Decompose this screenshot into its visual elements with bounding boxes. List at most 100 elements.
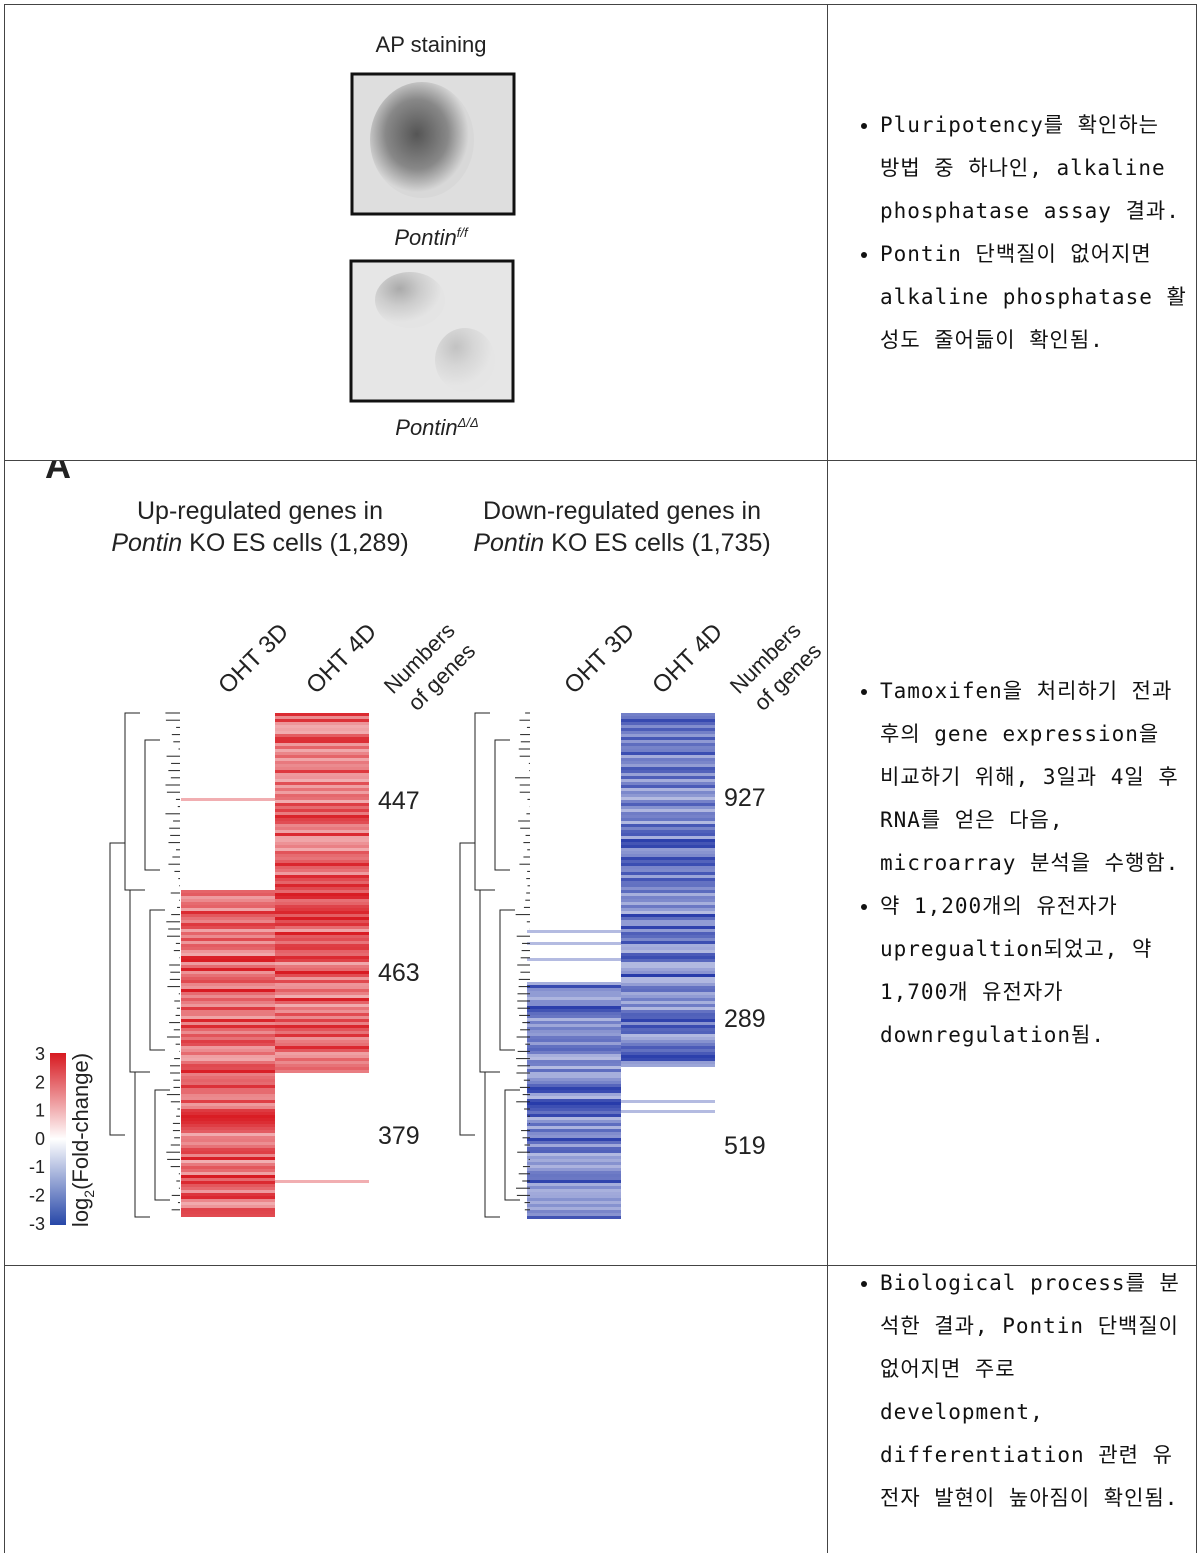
heatmap-stripe (275, 815, 369, 818)
heatmap-stripe (181, 1121, 275, 1124)
dendrogram (130, 890, 145, 1072)
heatmap-stripe (621, 1037, 715, 1040)
heatmap-stripe (275, 929, 369, 932)
colorbar-tick: 0 (35, 1129, 45, 1149)
heatmap-stripe (181, 1070, 275, 1073)
heatmap-stripe (527, 1186, 621, 1189)
heatmap-stripe (621, 767, 715, 770)
heatmap-stripe (275, 968, 369, 971)
heatmap-stripe (181, 1178, 275, 1181)
heatmap-stripe (527, 1138, 621, 1141)
heatmap-stripe (527, 1096, 621, 1099)
heatmap-stripe (181, 1124, 275, 1127)
heatmap-stripe (181, 923, 275, 926)
heatmap-stripe (527, 1213, 621, 1216)
heatmap-stripe (275, 947, 369, 950)
heatmap-stripe (181, 950, 275, 953)
heatmap-stripe (621, 992, 715, 995)
heatmap-stripe (527, 1063, 621, 1066)
heatmap-stripe (527, 1003, 621, 1006)
heatmap-stripe (181, 1058, 275, 1061)
heatmap-stripe (621, 1064, 715, 1067)
heatmap-stripe (275, 1019, 369, 1022)
heatmap-stripe (181, 1001, 275, 1004)
heatmap-stripe (181, 1034, 275, 1037)
heatmap-stripe (621, 935, 715, 938)
heatmap-stripe (275, 983, 369, 986)
heatmap-stripe (181, 980, 275, 983)
heatmap-stripe (527, 1105, 621, 1108)
heatmap-stripe (621, 986, 715, 989)
label-text: (Fold-change) (68, 1053, 93, 1190)
heatmap-stripe (621, 1019, 715, 1022)
heatmap-stripe (275, 782, 369, 785)
column-label: OHT 3D (213, 618, 294, 699)
image-label: PontinΔ/Δ (395, 415, 478, 440)
heatmap-stripe (527, 1210, 621, 1213)
heatmap-stripe (181, 890, 275, 893)
heatmap-stripe (181, 962, 275, 965)
dendrogram (500, 910, 515, 1050)
heatmap-stripe (621, 902, 715, 905)
heatmap-stripe (621, 785, 715, 788)
bullet: Tamoxifen을 처리하기 전과 후의 gene expression을 비… (880, 670, 1190, 885)
heatmap-stripe (527, 1066, 621, 1069)
heatmap-stripe (275, 833, 369, 836)
heatmap-stripe (181, 1088, 275, 1091)
heatmap-stripe (275, 740, 369, 743)
heatmap-stripe (275, 920, 369, 923)
heatmap-stripe (621, 764, 715, 767)
panel-title: Pontin KO ES cells (1,735) (473, 529, 770, 557)
heatmap-stripe (275, 959, 369, 962)
column-label: OHT 4D (301, 618, 382, 699)
image-label: Pontinf/f (394, 225, 469, 250)
heatmap-stripe (275, 896, 369, 899)
heatmap-stripe (527, 1069, 621, 1072)
dendrogram (150, 910, 165, 1050)
heatmap-stripe (181, 911, 275, 914)
heatmap-stripe (181, 953, 275, 956)
heatmap-stripe (181, 1046, 275, 1049)
heatmap-stripe (181, 947, 275, 950)
heatmap-stripe (181, 920, 275, 923)
heatmap-stripe (527, 1075, 621, 1078)
heatmap-stripe (275, 1052, 369, 1055)
heatmap-stripe (527, 1201, 621, 1204)
heatmap-stripe (527, 1117, 621, 1120)
heatmap-stripe (527, 1129, 621, 1132)
heatmap-stripe (275, 791, 369, 794)
heatmap-stripe (181, 1055, 275, 1058)
heatmap-stripe (275, 884, 369, 887)
heatmap-stripe (181, 1025, 275, 1028)
heatmap-stripe (621, 1016, 715, 1019)
colorbar-tick: -1 (29, 1157, 45, 1177)
heatmap-stripe (621, 926, 715, 929)
heatmap-stripe (181, 1007, 275, 1010)
heatmap-stripe (527, 1111, 621, 1114)
colony (370, 82, 474, 198)
heatmap-stripe (181, 929, 275, 932)
heatmap-stripe (181, 1031, 275, 1034)
heatmap-stripe (621, 950, 715, 953)
heatmap-stripe (621, 893, 715, 896)
heatmap-stripe (527, 988, 621, 991)
heatmap-stripe (621, 824, 715, 827)
heatmap-stripe (527, 1072, 621, 1075)
heatmap-stripe (181, 1076, 275, 1079)
dendrogram (480, 890, 495, 1072)
heatmap-stripe (275, 944, 369, 947)
heatmap-stripe (621, 896, 715, 899)
heatmap-stripe (275, 941, 369, 944)
heatmap-stripe (527, 942, 621, 945)
heatmap-stripe (621, 788, 715, 791)
heatmap-stripe (621, 1022, 715, 1025)
heatmap-stripe (527, 1153, 621, 1156)
title-rest: KO ES cells (1,289) (182, 529, 408, 557)
heatmap-stripe (181, 1040, 275, 1043)
heatmap-stripe (527, 1171, 621, 1174)
heatmap-stripe (527, 1177, 621, 1180)
heatmap-stripe (527, 1015, 621, 1018)
heatmap-stripe (275, 1031, 369, 1034)
heatmap-stripe (621, 1004, 715, 1007)
heatmap-stripe (275, 767, 369, 770)
